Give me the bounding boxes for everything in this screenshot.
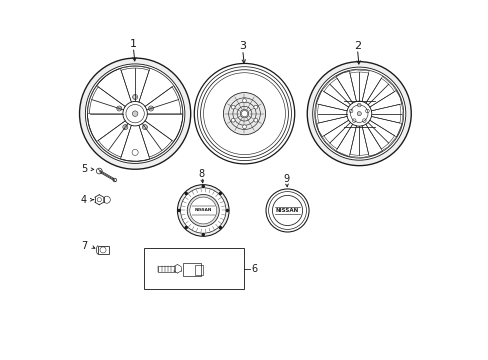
Circle shape — [223, 93, 265, 135]
Circle shape — [177, 185, 228, 236]
Circle shape — [185, 192, 187, 194]
Circle shape — [202, 234, 204, 236]
Circle shape — [312, 67, 405, 160]
Text: NISSAN: NISSAN — [275, 208, 299, 213]
Circle shape — [180, 188, 225, 233]
Circle shape — [85, 64, 184, 163]
Text: 2: 2 — [353, 41, 360, 50]
Text: 6: 6 — [251, 264, 257, 274]
Text: 1: 1 — [130, 39, 137, 49]
Text: 7: 7 — [81, 241, 87, 251]
Circle shape — [231, 105, 235, 109]
Circle shape — [306, 62, 410, 166]
Circle shape — [202, 185, 204, 187]
Bar — [182, 263, 201, 276]
Text: 8: 8 — [198, 168, 204, 179]
Text: 4: 4 — [81, 195, 87, 205]
Circle shape — [242, 99, 246, 103]
Text: 3: 3 — [239, 41, 245, 51]
Circle shape — [87, 66, 183, 161]
Circle shape — [80, 58, 190, 169]
Circle shape — [185, 226, 187, 229]
Circle shape — [132, 111, 138, 116]
Circle shape — [219, 192, 221, 194]
Text: 5: 5 — [81, 164, 87, 174]
Circle shape — [226, 210, 228, 212]
Circle shape — [265, 189, 308, 232]
Bar — [158, 266, 174, 272]
Circle shape — [187, 194, 219, 226]
Circle shape — [189, 197, 216, 224]
Text: 9: 9 — [283, 174, 289, 184]
Circle shape — [314, 69, 403, 158]
Circle shape — [242, 125, 246, 129]
Bar — [98, 246, 109, 254]
Circle shape — [253, 105, 257, 109]
Text: NISSAN: NISSAN — [194, 208, 211, 212]
Bar — [144, 248, 244, 289]
Bar — [194, 265, 202, 275]
Circle shape — [268, 192, 306, 229]
Circle shape — [241, 111, 247, 117]
Circle shape — [219, 226, 221, 229]
Circle shape — [231, 118, 235, 122]
Circle shape — [253, 118, 257, 122]
Circle shape — [356, 112, 361, 116]
Circle shape — [178, 210, 180, 212]
